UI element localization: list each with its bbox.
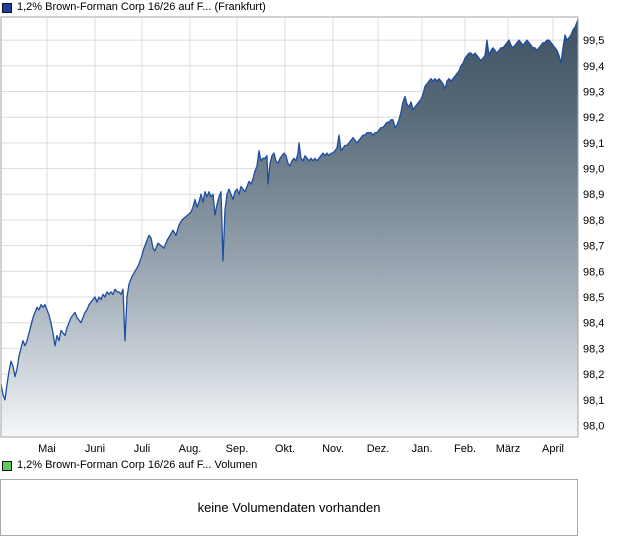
y-axis-label: 98,0 xyxy=(583,420,604,432)
x-axis-label: März xyxy=(496,443,520,455)
x-axis-label: Nov. xyxy=(322,443,344,455)
y-axis-label: 99,3 xyxy=(583,87,604,99)
price-area-fill xyxy=(1,19,578,437)
x-axis-label: April xyxy=(542,443,564,455)
y-axis-label: 98,3 xyxy=(583,343,604,355)
volume-series-marker-icon xyxy=(2,460,12,471)
x-axis-label: Dez. xyxy=(367,443,390,455)
y-axis-label: 99,5 xyxy=(583,35,604,47)
y-axis-label: 98,8 xyxy=(583,215,604,227)
y-axis-label: 98,5 xyxy=(583,292,604,304)
price-series-marker-icon xyxy=(2,2,12,13)
x-axis-label: Aug. xyxy=(179,443,202,455)
y-axis-label: 98,4 xyxy=(583,318,604,330)
y-axis-label: 99,4 xyxy=(583,61,604,73)
price-line xyxy=(0,19,579,401)
y-axis-label: 98,7 xyxy=(583,241,604,253)
y-axis-label: 99,2 xyxy=(583,112,604,124)
y-axis-label: 98,1 xyxy=(583,395,604,407)
x-axis-label: Okt. xyxy=(275,443,295,455)
x-axis-label: Juni xyxy=(85,443,105,455)
y-axis-label: 98,2 xyxy=(583,369,604,381)
price-series-legend: 1,2% Brown-Forman Corp 16/26 auf F... (F… xyxy=(2,2,266,13)
price-series-label: 1,2% Brown-Forman Corp 16/26 auf F... (F… xyxy=(17,1,266,13)
volume-panel: keine Volumendaten vorhanden xyxy=(0,479,578,536)
x-axis-label: Sep. xyxy=(226,443,249,455)
x-axis-label: Juli xyxy=(134,443,151,455)
plot-border xyxy=(0,16,579,438)
x-axis-label: Feb. xyxy=(454,443,476,455)
x-axis-label: Jan. xyxy=(412,443,433,455)
y-axis-label: 99,0 xyxy=(583,164,604,176)
y-axis-label: 98,6 xyxy=(583,266,604,278)
y-axis-label: 99,1 xyxy=(583,138,604,150)
x-axis-label: Mai xyxy=(38,443,56,455)
price-chart[interactable]: 98,0 98,1 98,2 98,3 98,4 98,5 98,6 98,7 98,8 98,9… xyxy=(0,0,620,458)
volume-empty-message: keine Volumendaten vorhanden xyxy=(197,500,381,515)
y-axis-label: 98,9 xyxy=(583,189,604,201)
volume-series-label: 1,2% Brown-Forman Corp 16/26 auf F... Vo… xyxy=(17,459,258,471)
volume-series-legend: 1,2% Brown-Forman Corp 16/26 auf F... Vo… xyxy=(2,460,257,471)
